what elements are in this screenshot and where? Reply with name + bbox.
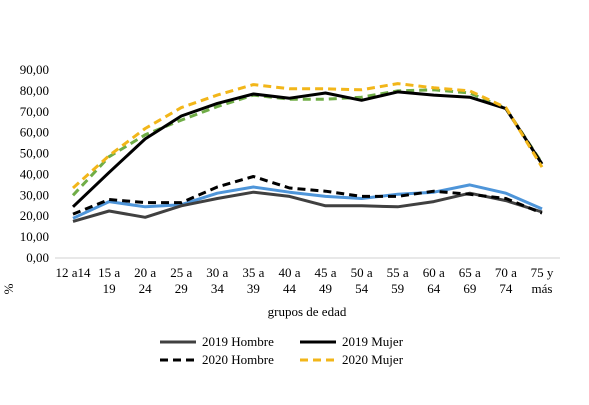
x-tick-label: 44 [283,281,297,296]
series-line [71,82,544,190]
legend: 2019 Hombre 2019 Mujer 2020 Hombre 2020 Muj… [160,334,404,367]
x-tick-label: 70 a [495,265,517,280]
x-tick-label: 40 a [278,265,300,280]
series-line [72,175,543,216]
legend-label: 2019 Hombre [202,334,274,349]
x-tick-label: 60 a [423,265,445,280]
x-tick-label: 45 a [315,265,337,280]
x-tick-label: 39 [247,281,260,296]
series-line [72,190,543,223]
legend-label: 2020 Hombre [202,352,274,367]
x-tick-label: 19 [103,281,116,296]
series-lines [71,82,544,223]
x-tick-label: 20 a [134,265,156,280]
x-tick-label: 55 a [387,265,409,280]
x-tick-label: 24 [139,281,153,296]
x-tick-label: 12 a14 [56,265,92,280]
x-tick-label: 54 [355,281,369,296]
y-axis-ticks: 0,00 10,00 20,00 30,00 40,00 50,00 60,00 70,00 8… [20,62,49,265]
y-tick-label: 20,00 [20,208,49,223]
x-tick-label: 25 a [170,265,192,280]
legend-label: 2019 Mujer [342,334,404,349]
x-axis-label: grupos de edad [268,304,347,319]
x-tick-label: 34 [211,281,225,296]
x-axis-ticks: 12 a14 15 a19 20 a24 25 a29 30 a34 35 a39 40 a… [56,265,554,296]
x-tick-label: 15 a [98,265,120,280]
y-tick-label: 50,00 [20,146,49,161]
x-tick-label: 59 [391,281,404,296]
y-tick-label: 10,00 [20,229,49,244]
y-tick-label: 0,00 [26,250,49,265]
y-tick-label: 30,00 [20,187,49,202]
y-tick-label: 70,00 [20,104,49,119]
x-tick-label: 74 [499,281,513,296]
y-tick-label: 80,00 [20,83,49,98]
x-tick-label: 29 [175,281,188,296]
legend-label: 2020 Mujer [342,352,404,367]
x-tick-label: 65 a [459,265,481,280]
series-line [71,88,544,197]
x-tick-label: más [531,281,552,296]
y-tick-label: 40,00 [20,166,49,181]
series-line [71,90,544,208]
x-tick-label: 75 y [531,265,554,280]
y-tick-label: 60,00 [20,125,49,140]
y-tick-label: 90,00 [20,62,49,77]
x-tick-label: 49 [319,281,332,296]
x-tick-label: 50 a [351,265,373,280]
y-axis-label: % [1,283,16,294]
x-tick-label: 64 [427,281,441,296]
x-tick-label: 69 [463,281,476,296]
x-tick-label: 35 a [242,265,264,280]
series-line [72,183,543,220]
x-tick-label: 30 a [206,265,228,280]
